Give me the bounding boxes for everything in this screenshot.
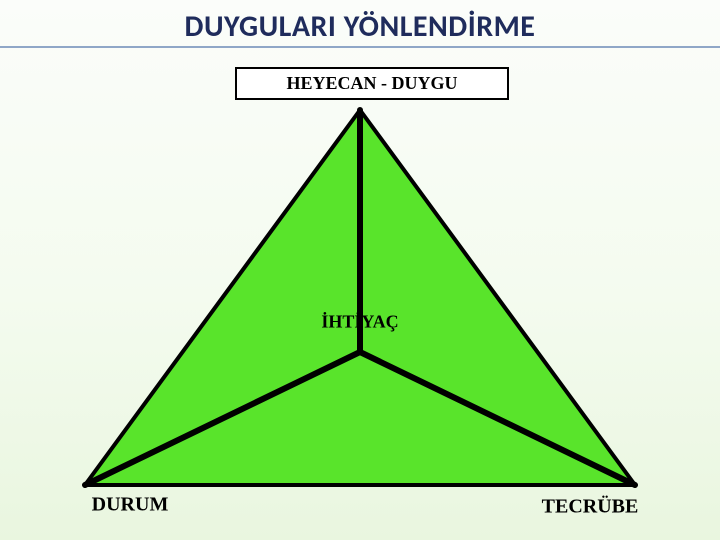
label-top-box: HEYECAN - DUYGU	[235, 67, 509, 100]
label-bottom-left: DURUM	[92, 494, 169, 517]
label-bottom-right: TECRÜBE	[542, 496, 639, 519]
label-center: İHTİYAÇ	[321, 312, 398, 333]
